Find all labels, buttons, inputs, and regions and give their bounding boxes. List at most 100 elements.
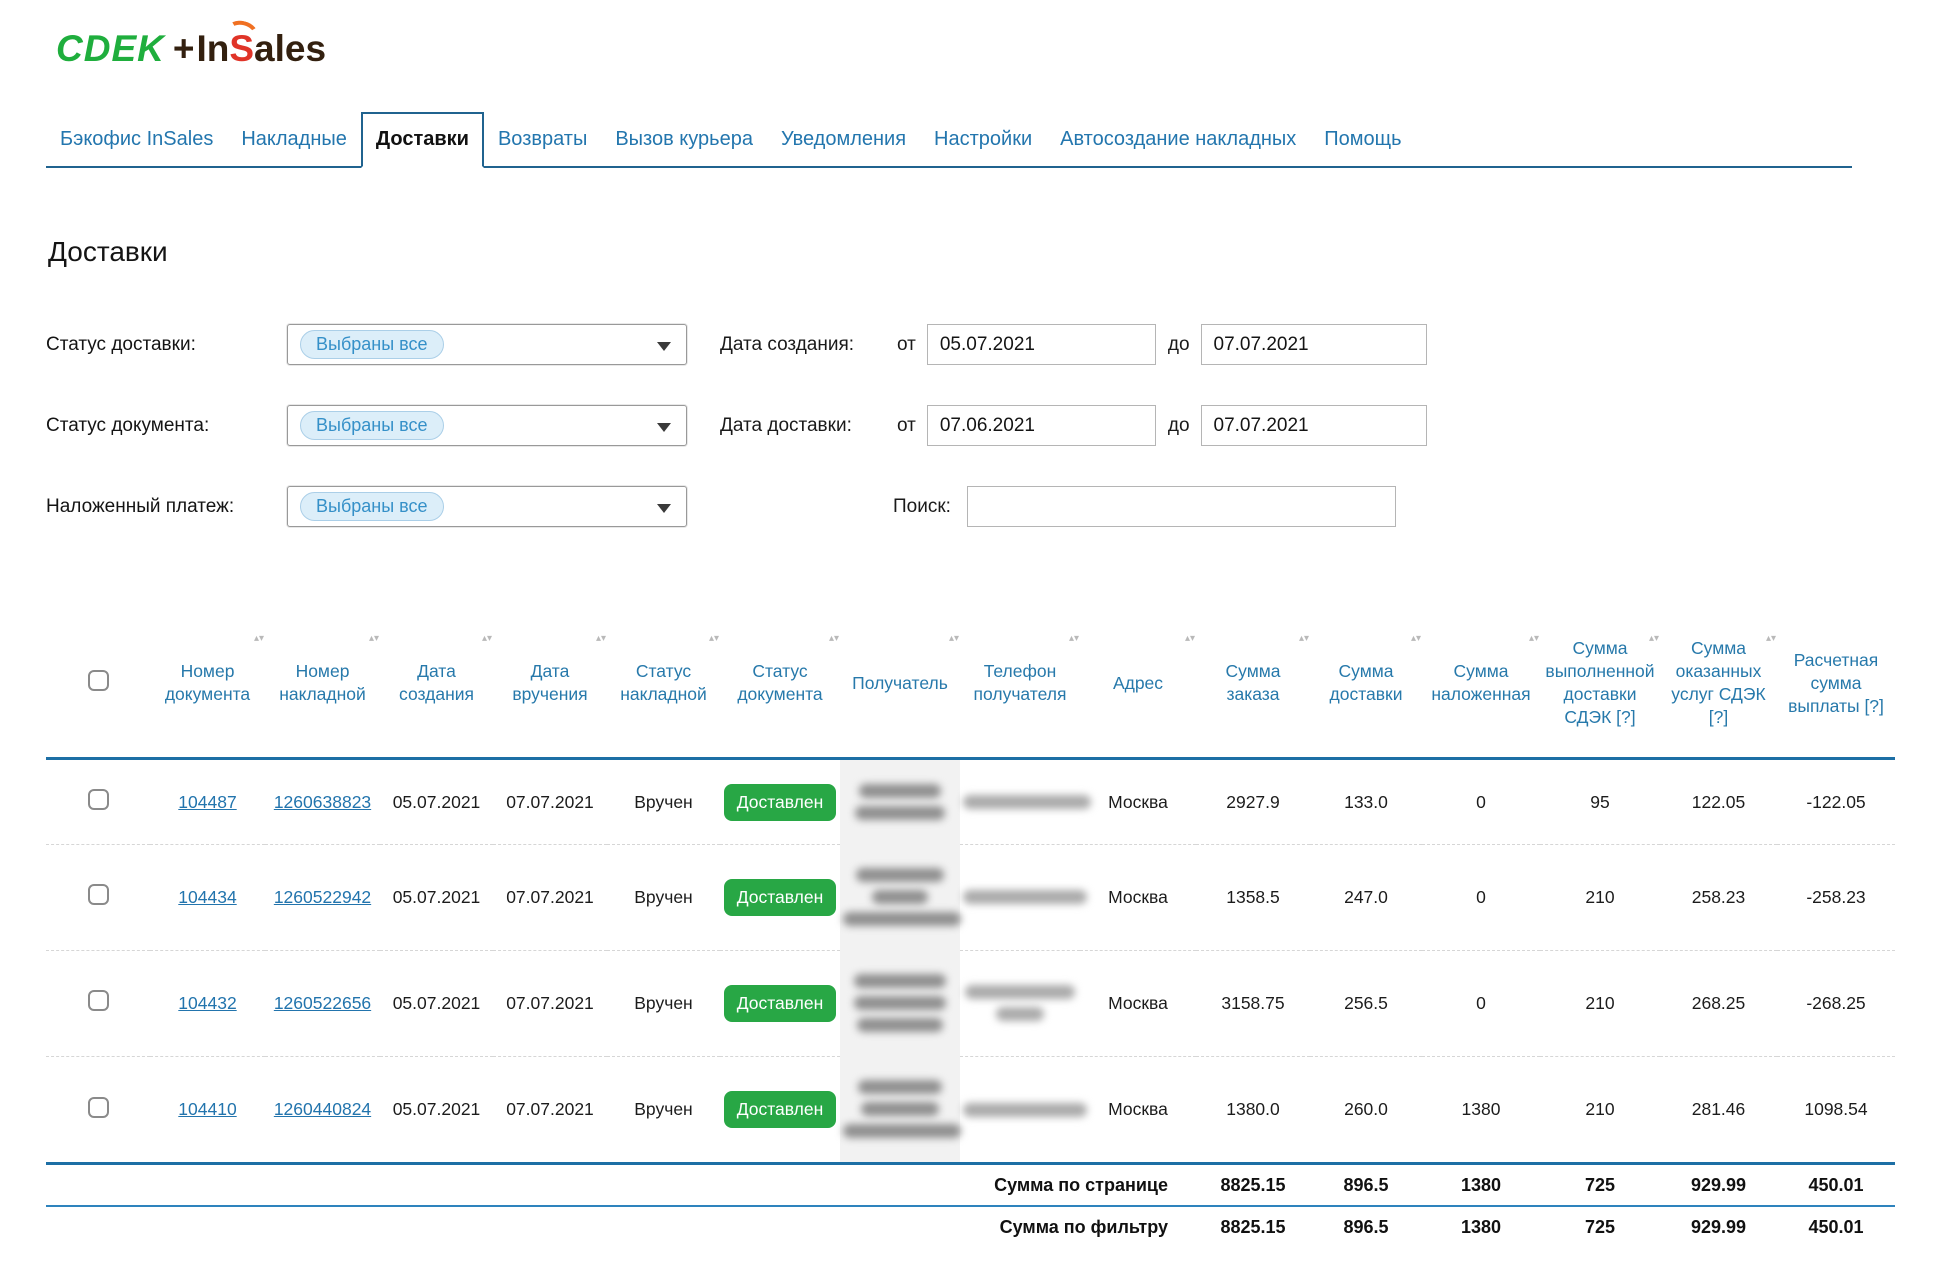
order-sum-cell: 2927.9 bbox=[1226, 791, 1280, 812]
tab-notifications[interactable]: Уведомления bbox=[780, 128, 907, 150]
col-recipient[interactable]: Получатель ▴▾ bbox=[840, 631, 960, 761]
cod-sum-cell: 1380 bbox=[1422, 1055, 1540, 1164]
payout-sum-cell: -258.23 bbox=[1777, 843, 1895, 951]
main-tab-bar: Бэкофис InSales Накладные Доставки Возвр… bbox=[46, 112, 1852, 168]
sort-icon[interactable]: ▴▾ bbox=[253, 633, 264, 644]
invoice-number-link[interactable]: 1260638823 bbox=[273, 791, 372, 812]
tab-backoffice-insales[interactable]: Бэкофис InSales bbox=[60, 128, 214, 150]
date-delivered-from-input[interactable] bbox=[926, 405, 1156, 446]
cdek-services-sum-cell: 281.46 bbox=[1660, 1055, 1777, 1164]
recipient-cell-redacted bbox=[840, 1056, 961, 1164]
payout-sum-cell: -122.05 bbox=[1806, 791, 1866, 812]
col-doc-number[interactable]: Номер документа ▴▾ bbox=[150, 631, 265, 761]
select-all-checkbox[interactable] bbox=[87, 669, 109, 691]
date-delivered-cell: 07.07.2021 bbox=[506, 791, 594, 812]
tab-deliveries[interactable]: Доставки bbox=[360, 112, 484, 168]
tab-settings[interactable]: Настройки bbox=[934, 128, 1033, 150]
date-delivered-to-input[interactable] bbox=[1200, 405, 1427, 446]
delivery-status-label: Статус доставки: bbox=[46, 333, 196, 355]
totals-cod-sum: 1380 bbox=[1422, 1205, 1540, 1248]
order-sum-cell: 3158.75 bbox=[1196, 949, 1310, 1057]
insales-logo-ales: ales bbox=[254, 28, 327, 69]
row-checkbox[interactable] bbox=[87, 884, 109, 906]
cod-sum-cell: 0 bbox=[1422, 843, 1540, 951]
invoice-number-link[interactable]: 1260522656 bbox=[273, 992, 372, 1013]
table-row: 104434 1260522942 05.07.2021 07.07.2021 … bbox=[46, 843, 1895, 951]
col-address[interactable]: Адрес ▴▾ bbox=[1080, 631, 1196, 761]
document-status-label: Статус документа: bbox=[46, 414, 210, 436]
document-status-cell: Доставлен bbox=[720, 1055, 840, 1164]
recipient-cell-redacted bbox=[840, 950, 960, 1057]
tab-help[interactable]: Помощь bbox=[1324, 128, 1402, 150]
sort-icon[interactable]: ▴▾ bbox=[1648, 633, 1659, 644]
search-input[interactable] bbox=[966, 486, 1396, 527]
cod-label: Наложенный платеж: bbox=[46, 495, 235, 517]
invoice-number-link[interactable]: 1260522942 bbox=[273, 886, 372, 907]
phone-cell-redacted bbox=[960, 949, 1080, 1057]
address-cell: Москва bbox=[1080, 1055, 1196, 1164]
sort-icon[interactable]: ▴▾ bbox=[368, 633, 379, 644]
row-checkbox[interactable] bbox=[87, 789, 109, 811]
sort-icon[interactable]: ▴▾ bbox=[1298, 633, 1309, 644]
col-date-created[interactable]: Дата создания ▴▾ bbox=[380, 631, 493, 761]
tab-invoices[interactable]: Накладные bbox=[241, 128, 347, 150]
tab-returns[interactable]: Возвраты bbox=[497, 128, 588, 150]
status-badge: Доставлен bbox=[723, 984, 837, 1022]
col-document-status[interactable]: Статус документа ▴▾ bbox=[720, 631, 840, 761]
date-created-from-input[interactable] bbox=[926, 324, 1156, 365]
to-label: до bbox=[1167, 414, 1190, 436]
delivery-sum-cell: 260.0 bbox=[1310, 1055, 1422, 1164]
date-created-cell: 05.07.2021 bbox=[380, 1055, 493, 1164]
tab-auto-create-invoices[interactable]: Автосоздание накладных bbox=[1060, 128, 1297, 150]
invoice-number-cell: 1260522942 bbox=[265, 843, 380, 951]
recipient-cell-redacted bbox=[840, 844, 961, 951]
doc-number-link[interactable]: 104432 bbox=[178, 992, 237, 1013]
row-checkbox[interactable] bbox=[87, 990, 109, 1012]
sort-icon[interactable]: ▴▾ bbox=[481, 633, 492, 644]
col-cod-sum[interactable]: Сумма наложенная ▴▾ bbox=[1422, 631, 1540, 761]
sort-icon[interactable]: ▴▾ bbox=[1528, 633, 1539, 644]
sort-icon[interactable]: ▴▾ bbox=[1184, 633, 1195, 644]
doc-number-link[interactable]: 104410 bbox=[178, 1099, 237, 1120]
row-checkbox[interactable] bbox=[87, 1096, 109, 1118]
col-order-sum[interactable]: Сумма заказа ▴▾ bbox=[1196, 631, 1310, 761]
sort-icon[interactable]: ▴▾ bbox=[828, 633, 839, 644]
doc-number-link[interactable]: 104434 bbox=[178, 886, 237, 907]
payout-sum-cell: -268.25 bbox=[1777, 949, 1895, 1057]
cdek-delivery-sum-cell: 95 bbox=[1590, 791, 1610, 812]
invoice-status-cell: Вручен bbox=[607, 949, 720, 1057]
row-select-cell bbox=[46, 1055, 150, 1164]
sort-icon[interactable]: ▴▾ bbox=[1068, 633, 1079, 644]
sort-icon[interactable]: ▴▾ bbox=[708, 633, 719, 644]
tab-courier-call[interactable]: Вызов курьера bbox=[615, 128, 753, 150]
deliveries-table: Номер документа ▴▾ Номер накладной ▴▾ Дата… bbox=[46, 631, 1895, 1248]
col-cdek-services-sum[interactable]: Сумма оказанных услуг СДЭК [?] ▴▾ bbox=[1660, 631, 1777, 761]
sort-icon[interactable]: ▴▾ bbox=[595, 633, 606, 644]
selected-all-pill: Выбраны все bbox=[300, 411, 444, 440]
cdek-logo: CDEK bbox=[56, 28, 165, 69]
col-invoice-status[interactable]: Статус накладной ▴▾ bbox=[607, 631, 720, 761]
totals-filter-label: Сумма по фильтру bbox=[46, 1205, 1196, 1248]
col-invoice-number[interactable]: Номер накладной ▴▾ bbox=[265, 631, 380, 761]
col-date-delivered[interactable]: Дата вручения ▴▾ bbox=[493, 631, 607, 761]
col-recipient-phone[interactable]: Телефон получателя ▴▾ bbox=[960, 631, 1080, 761]
to-label: до bbox=[1167, 333, 1190, 355]
sort-icon[interactable]: ▴▾ bbox=[948, 633, 959, 644]
col-delivery-sum[interactable]: Сумма доставки ▴▾ bbox=[1310, 631, 1422, 761]
totals-cdek-services-sum: 929.99 bbox=[1660, 1205, 1777, 1248]
delivery-status-select[interactable]: Выбраны все bbox=[287, 324, 687, 365]
cod-sum-cell: 0 bbox=[1476, 791, 1486, 812]
sort-icon[interactable]: ▴▾ bbox=[1765, 633, 1776, 644]
from-label: от bbox=[897, 414, 916, 436]
document-status-select[interactable]: Выбраны все bbox=[287, 405, 687, 446]
col-cdek-delivery-sum[interactable]: Сумма выполненной доставки СДЭК [?] ▴▾ bbox=[1540, 631, 1660, 761]
invoice-number-link[interactable]: 1260440824 bbox=[273, 1099, 372, 1120]
sort-icon[interactable]: ▴▾ bbox=[1410, 633, 1421, 644]
status-badge: Доставлен bbox=[723, 1091, 837, 1129]
address-cell: Москва bbox=[1080, 843, 1196, 951]
doc-number-link[interactable]: 104487 bbox=[178, 791, 237, 812]
invoice-number-cell: 1260440824 bbox=[265, 1055, 380, 1164]
cod-select[interactable]: Выбраны все bbox=[287, 486, 687, 527]
cod-sum-cell: 0 bbox=[1422, 949, 1540, 1057]
date-created-to-input[interactable] bbox=[1200, 324, 1427, 365]
